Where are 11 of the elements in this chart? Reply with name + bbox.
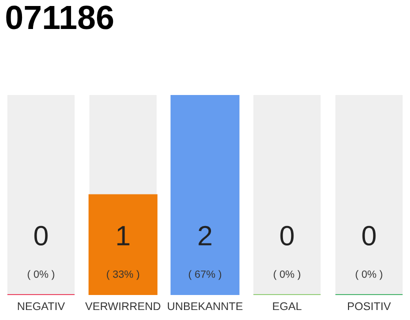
- chart-title: 071186: [6, 6, 114, 30]
- x-tick-label: EGAL: [273, 302, 302, 310]
- x-tick-label: NEGATIV: [18, 302, 65, 310]
- data-label: 0 ( 0% ): [356, 226, 382, 280]
- data-label: 0 ( 0% ): [274, 226, 300, 280]
- data-label: 0 ( 0% ): [28, 226, 54, 280]
- x-tick-label: UNBEKANNTE: [168, 302, 242, 310]
- data-label: 1 ( 33% ): [106, 226, 140, 280]
- x-tick-label: POSITIV: [348, 302, 391, 310]
- x-tick-label: VERWIRREND: [85, 302, 160, 310]
- data-label: 2 ( 67% ): [188, 226, 222, 280]
